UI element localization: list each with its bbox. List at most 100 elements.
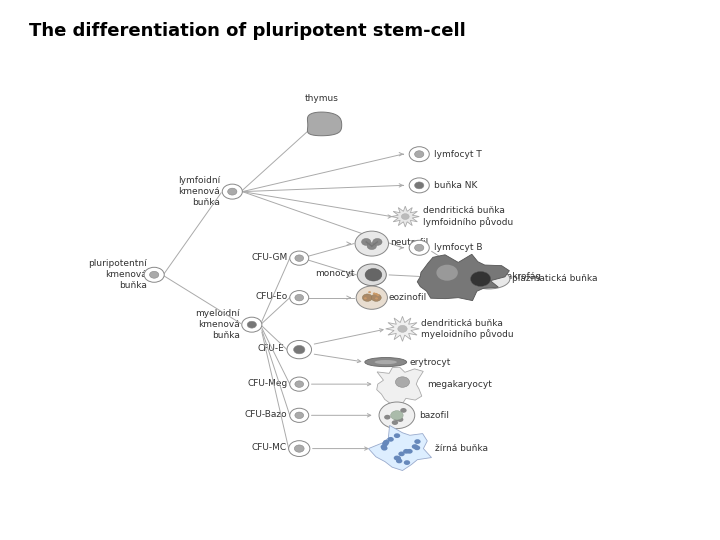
- Text: žírná buňka: žírná buňka: [435, 444, 488, 453]
- Circle shape: [436, 265, 458, 281]
- Circle shape: [242, 317, 262, 332]
- Circle shape: [400, 408, 407, 413]
- Circle shape: [367, 242, 377, 249]
- Circle shape: [368, 291, 371, 293]
- Circle shape: [295, 412, 304, 418]
- Circle shape: [414, 439, 420, 444]
- Circle shape: [387, 437, 394, 442]
- Circle shape: [415, 151, 424, 158]
- Text: lymfocyt B: lymfocyt B: [433, 243, 482, 252]
- Text: The differentiation of pluripotent stem-cell: The differentiation of pluripotent stem-…: [29, 22, 466, 39]
- Circle shape: [289, 408, 309, 422]
- Circle shape: [373, 239, 382, 245]
- Circle shape: [404, 460, 410, 465]
- Text: bazofil: bazofil: [419, 411, 449, 420]
- Circle shape: [150, 271, 159, 278]
- Polygon shape: [377, 367, 423, 408]
- Circle shape: [398, 451, 405, 456]
- Polygon shape: [307, 112, 342, 136]
- Circle shape: [394, 433, 400, 438]
- Polygon shape: [386, 316, 419, 341]
- Circle shape: [362, 294, 372, 301]
- Circle shape: [382, 441, 389, 446]
- Text: makrofág: makrofág: [498, 272, 541, 281]
- Circle shape: [409, 147, 429, 161]
- Text: dendritická buňka
myeloidního původu: dendritická buňka myeloidního původu: [421, 319, 513, 339]
- Circle shape: [144, 267, 164, 282]
- Text: CFU-E: CFU-E: [258, 345, 284, 353]
- Circle shape: [289, 251, 309, 265]
- Circle shape: [357, 264, 387, 286]
- Ellipse shape: [374, 360, 397, 364]
- Circle shape: [397, 417, 403, 422]
- Text: CFU-Eo: CFU-Eo: [256, 292, 287, 301]
- Circle shape: [375, 298, 378, 300]
- Circle shape: [372, 294, 382, 301]
- Circle shape: [361, 239, 371, 245]
- Circle shape: [394, 456, 400, 460]
- Circle shape: [391, 410, 403, 420]
- Polygon shape: [392, 206, 419, 227]
- Ellipse shape: [468, 269, 510, 289]
- Circle shape: [287, 341, 312, 359]
- Text: erytrocyt: erytrocyt: [410, 357, 451, 367]
- Circle shape: [294, 346, 305, 354]
- Circle shape: [379, 402, 415, 429]
- Circle shape: [355, 231, 389, 256]
- Circle shape: [409, 178, 429, 193]
- Circle shape: [414, 446, 420, 450]
- Text: monocyt: monocyt: [315, 269, 355, 279]
- Text: CFU-Bazo: CFU-Bazo: [245, 410, 287, 419]
- Circle shape: [396, 458, 402, 463]
- Circle shape: [384, 415, 390, 420]
- Text: myeloidní
kmenová
buňka: myeloidní kmenová buňka: [195, 309, 240, 340]
- Circle shape: [415, 244, 424, 251]
- Text: CFU-MC: CFU-MC: [251, 443, 287, 453]
- Text: lymfoidní
kmenová
buňka: lymfoidní kmenová buňka: [178, 176, 220, 207]
- Circle shape: [415, 182, 424, 189]
- Text: buňka NK: buňka NK: [433, 181, 477, 190]
- Circle shape: [289, 291, 309, 305]
- Circle shape: [394, 416, 400, 421]
- Circle shape: [401, 214, 409, 219]
- Circle shape: [377, 294, 379, 296]
- Text: dendritická buňka
lymfoidního původu: dendritická buňka lymfoidního původu: [423, 206, 513, 227]
- Circle shape: [383, 440, 390, 444]
- Ellipse shape: [365, 357, 407, 367]
- Polygon shape: [418, 254, 509, 301]
- Circle shape: [295, 381, 304, 387]
- Circle shape: [406, 449, 413, 454]
- Circle shape: [373, 293, 376, 294]
- Circle shape: [381, 444, 387, 449]
- Text: CFU-Meg: CFU-Meg: [247, 379, 287, 388]
- Circle shape: [356, 286, 387, 309]
- Circle shape: [397, 325, 408, 332]
- Text: neutrofil: neutrofil: [390, 238, 428, 247]
- Text: CFU-GM: CFU-GM: [251, 253, 287, 262]
- Polygon shape: [369, 426, 431, 470]
- Circle shape: [295, 255, 304, 261]
- Text: pluripotentní
kmenová
buňka: pluripotentní kmenová buňka: [88, 259, 147, 291]
- Circle shape: [365, 268, 382, 281]
- Circle shape: [395, 377, 410, 387]
- Text: plazmatická buňka: plazmatická buňka: [513, 274, 598, 284]
- Circle shape: [471, 272, 490, 286]
- Circle shape: [395, 456, 401, 461]
- Circle shape: [392, 420, 398, 425]
- Text: lymfocyt T: lymfocyt T: [433, 150, 482, 159]
- Text: eozinofil: eozinofil: [389, 293, 427, 302]
- Circle shape: [375, 293, 378, 295]
- Circle shape: [289, 377, 309, 391]
- Circle shape: [289, 441, 310, 456]
- Circle shape: [409, 240, 429, 255]
- Circle shape: [403, 449, 410, 454]
- Circle shape: [228, 188, 237, 195]
- Circle shape: [247, 321, 256, 328]
- Text: thymus: thymus: [305, 94, 338, 104]
- Circle shape: [295, 294, 304, 301]
- Circle shape: [222, 184, 243, 199]
- Circle shape: [412, 444, 418, 449]
- Text: megakaryocyt: megakaryocyt: [428, 380, 492, 389]
- Circle shape: [381, 446, 387, 450]
- Circle shape: [364, 297, 366, 299]
